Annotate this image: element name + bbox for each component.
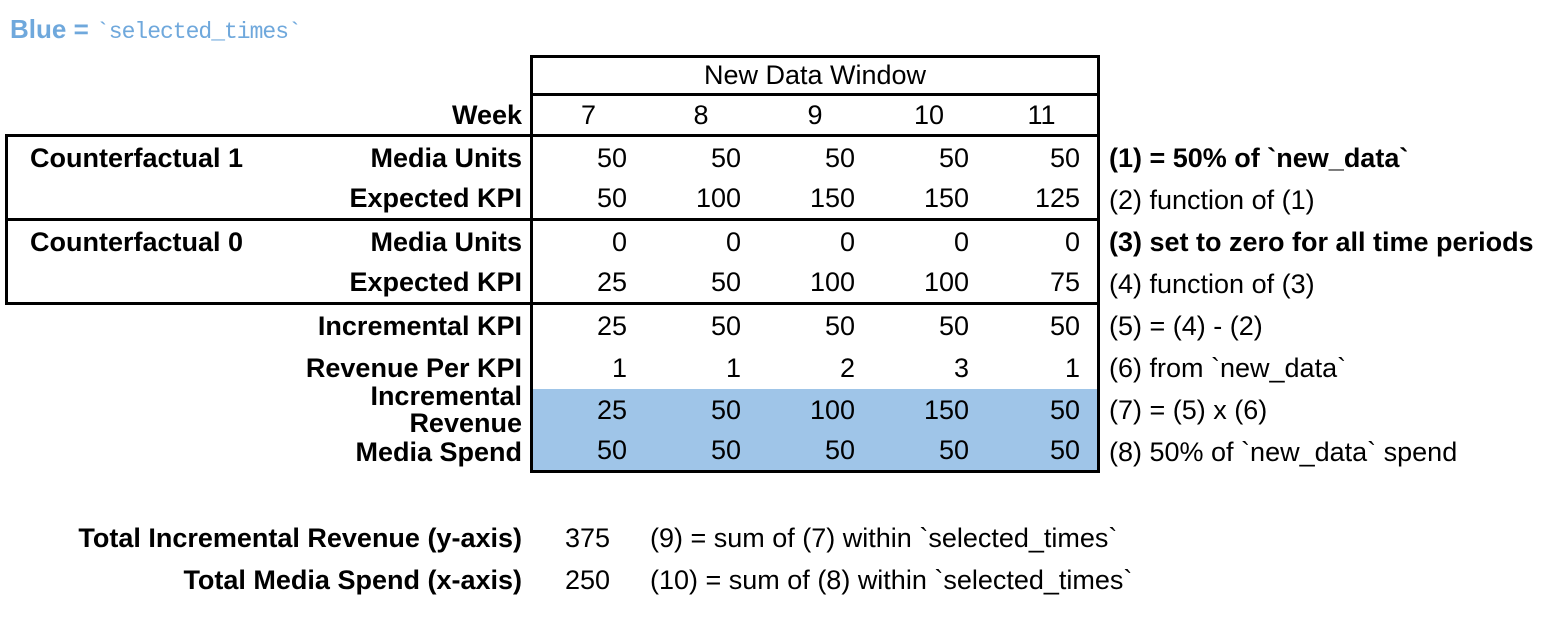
data-cell: 25 xyxy=(530,263,644,305)
spacer xyxy=(5,263,260,305)
week-number: 7 xyxy=(530,96,644,137)
spacer xyxy=(5,347,260,389)
row-annotation: (1) = 50% of `new_data` xyxy=(1109,142,1409,173)
week-number: 11 xyxy=(986,96,1100,137)
data-cell: 125 xyxy=(986,179,1100,221)
data-cell: 50 xyxy=(938,142,969,173)
total-value: 375 xyxy=(565,522,611,553)
data-cell-highlighted: 25 xyxy=(530,389,644,431)
data-cell: 75 xyxy=(986,263,1100,305)
data-cell: 100 xyxy=(644,179,758,221)
data-cell-highlighted: 50 xyxy=(986,389,1100,431)
data-cell: 50 xyxy=(710,142,741,173)
data-cell: 1 xyxy=(530,347,644,389)
row-label: Expected KPI xyxy=(260,263,530,305)
data-cell: 50 xyxy=(644,263,758,305)
row-label: Media Spend xyxy=(355,436,522,467)
row-label: Media Units xyxy=(370,226,522,257)
total-annotation: (9) = sum of (7) within `selected_times` xyxy=(650,522,1118,553)
data-cell: 150 xyxy=(758,179,872,221)
row-annotation: (5) = (4) - (2) xyxy=(1109,310,1263,341)
data-cell: 50 xyxy=(710,310,741,341)
data-cell: 50 xyxy=(938,310,969,341)
week-header: Week xyxy=(260,96,530,137)
legend-label: Blue = xyxy=(10,14,96,44)
row-annotation: (2) function of (1) xyxy=(1109,184,1315,215)
data-cell-highlighted: 50 xyxy=(644,431,758,473)
spacer xyxy=(5,96,260,137)
row-label: Incremental Revenue xyxy=(370,381,522,438)
data-cell: 0 xyxy=(986,221,1100,263)
row-label: Expected KPI xyxy=(260,179,530,221)
spacer xyxy=(260,55,530,96)
counterfactual-table: New Data Window Week 7 8 9 10 11 Counter… xyxy=(5,55,1544,473)
total-label: Total Media Spend (x-axis) xyxy=(183,564,522,595)
row-annotation: (3) set to zero for all time periods xyxy=(1109,226,1534,257)
data-cell: 2 xyxy=(839,352,855,383)
total-annotation: (10) = sum of (8) within `selected_times… xyxy=(650,564,1133,595)
data-cell-highlighted: 50 xyxy=(986,431,1100,473)
table-row: Expected KPI 25 50 100 100 75 (4) functi… xyxy=(5,263,1544,305)
row-annotation: (7) = (5) x (6) xyxy=(1109,394,1268,425)
window-header: New Data Window xyxy=(530,55,1100,96)
data-cell: 0 xyxy=(530,221,644,263)
row-annotation: (6) from `new_data` xyxy=(1109,352,1347,383)
spacer xyxy=(5,431,260,473)
spacer xyxy=(5,55,260,96)
row-label: Revenue Per KPI xyxy=(305,352,522,383)
legend-code: `selected_times` xyxy=(95,19,302,45)
data-cell: 150 xyxy=(872,179,986,221)
data-cell-highlighted: 50 xyxy=(758,431,872,473)
table-row: Expected KPI 50 100 150 150 125 (2) func… xyxy=(5,179,1544,221)
data-cell-highlighted: 150 xyxy=(872,389,986,431)
data-cell: 50 xyxy=(530,137,644,179)
data-cell: 50 xyxy=(824,142,855,173)
data-cell: 50 xyxy=(986,137,1100,179)
data-cell: 3 xyxy=(953,352,969,383)
table-row: Revenue Per KPI 1 1 2 3 1 (6) from `new_… xyxy=(5,347,1544,389)
data-cell: 0 xyxy=(953,226,969,257)
week-number: 8 xyxy=(644,96,758,137)
row-annotation: (8) 50% of `new_data` spend xyxy=(1109,436,1458,467)
row-label: Incremental KPI xyxy=(317,310,522,341)
table-row: Counterfactual 1 Media Units 50 50 50 50… xyxy=(5,137,1544,179)
spacer xyxy=(5,305,260,347)
table-row: Media Spend 50 50 50 50 50 (8) 50% of `n… xyxy=(5,431,1544,473)
data-cell: 50 xyxy=(986,305,1100,347)
data-cell: 25 xyxy=(530,305,644,347)
group-label: Counterfactual 0 xyxy=(5,221,260,263)
data-cell-highlighted: 50 xyxy=(872,431,986,473)
total-label: Total Incremental Revenue (y-axis) xyxy=(78,522,522,553)
table-row: Incremental KPI 25 50 50 50 50 (5) = (4)… xyxy=(5,305,1544,347)
total-value: 250 xyxy=(565,564,611,595)
spacer xyxy=(5,389,260,431)
legend: Blue = `selected_times` xyxy=(10,14,302,45)
data-cell: 1 xyxy=(725,352,741,383)
data-cell: 50 xyxy=(530,179,644,221)
week-number: 10 xyxy=(872,96,986,137)
table-row: Incremental Revenue 25 50 100 150 50 (7)… xyxy=(5,381,1544,438)
week-number: 9 xyxy=(758,96,872,137)
spacer xyxy=(1100,55,1544,96)
spacer xyxy=(5,179,260,221)
data-cell: 100 xyxy=(872,263,986,305)
total-row: Total Incremental Revenue (y-axis) 375 (… xyxy=(5,517,1544,559)
table-row: Week 7 8 9 10 11 xyxy=(5,96,1544,137)
data-cell: 100 xyxy=(758,263,872,305)
data-cell: 1 xyxy=(986,347,1100,389)
table-row: Counterfactual 0 Media Units 0 0 0 0 0 (… xyxy=(5,221,1544,263)
table-row: New Data Window xyxy=(5,55,1544,96)
data-cell: 50 xyxy=(824,310,855,341)
data-cell: 0 xyxy=(725,226,741,257)
total-row: Total Media Spend (x-axis) 250 (10) = su… xyxy=(5,559,1544,601)
row-label: Media Units xyxy=(370,142,522,173)
group-label: Counterfactual 1 xyxy=(5,137,260,179)
spacer xyxy=(1100,96,1544,137)
data-cell-highlighted: 100 xyxy=(758,389,872,431)
data-cell-highlighted: 50 xyxy=(644,389,758,431)
row-annotation: (4) function of (3) xyxy=(1109,268,1315,299)
data-cell-highlighted: 50 xyxy=(530,431,644,473)
data-cell: 0 xyxy=(839,226,855,257)
totals-section: Total Incremental Revenue (y-axis) 375 (… xyxy=(5,517,1544,601)
